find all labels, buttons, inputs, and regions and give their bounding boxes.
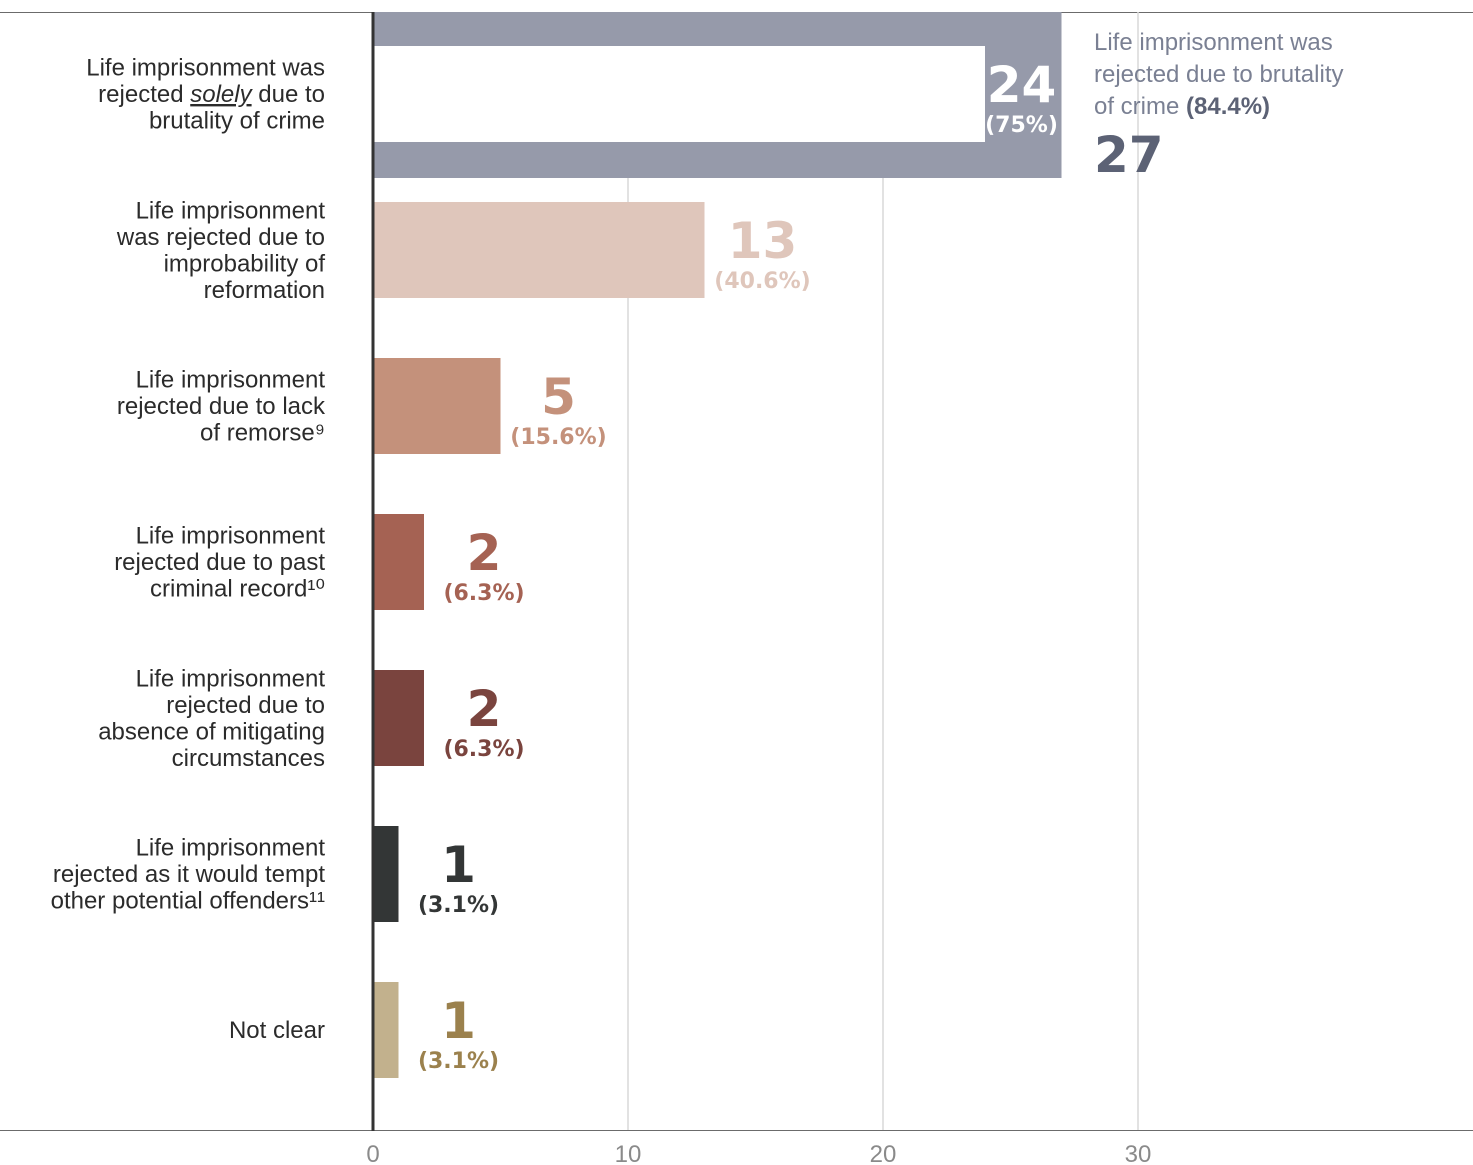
category-label-3: Life imprisonment rejected due to past cri… [114,523,325,603]
value-labels: 24(75%)13(40.6%)5(15.6%)2(6.3%)2(6.3%)1(… [418,56,1058,1074]
bar-3 [373,514,424,610]
bar-6 [373,982,399,1078]
category-labels: Life imprisonment was rejected solely due… [51,55,326,1045]
bar-4 [373,670,424,766]
value-label-1: 13 [728,212,798,270]
gridlines [627,12,1139,1130]
percent-label-1: (40.6%) [714,269,810,294]
x-axis-ticks: 0 10 20 30 [366,1141,1151,1165]
value-label-3: 2 [467,524,502,582]
bars [373,12,1062,1078]
x-tick-label-20: 20 [870,1141,897,1165]
category-label-1: Life imprisonment was rejected due to impr… [116,197,325,304]
brutality-total-note: Life imprisonment was rejected due to bru… [1094,29,1343,184]
percent-label-5: (3.1%) [418,893,499,918]
value-label-0: 24 [987,56,1057,114]
x-tick-label-10: 10 [615,1141,642,1165]
category-label-4: Life imprisonment rejected due to absence … [98,665,325,772]
category-label-0: Life imprisonment was rejected solely due… [86,55,325,135]
brutality-note-text: Life imprisonment was rejected due to bru… [1094,29,1343,120]
value-label-5: 1 [441,836,476,894]
value-label-6: 1 [441,992,476,1050]
x-tick-label-0: 0 [366,1141,379,1165]
percent-label-4: (6.3%) [443,737,524,762]
percent-label-0: (75%) [985,113,1058,138]
category-label-2: Life imprisonment rejected due to lack of … [117,367,326,447]
bar-5 [373,826,399,922]
percent-label-3: (6.3%) [443,581,524,606]
percent-label-6: (3.1%) [418,1049,499,1074]
value-label-4: 2 [467,680,502,738]
x-tick-label-30: 30 [1125,1141,1152,1165]
bar-1 [373,202,705,298]
bar-0 [373,46,985,142]
category-label-5: Life imprisonment rejected as it would te… [51,835,326,915]
category-label-6: Not clear [229,1017,325,1044]
bar-2 [373,358,501,454]
value-label-2: 5 [541,368,576,426]
percent-label-2: (15.6%) [510,425,606,450]
brutality-total-value: 27 [1094,126,1164,184]
